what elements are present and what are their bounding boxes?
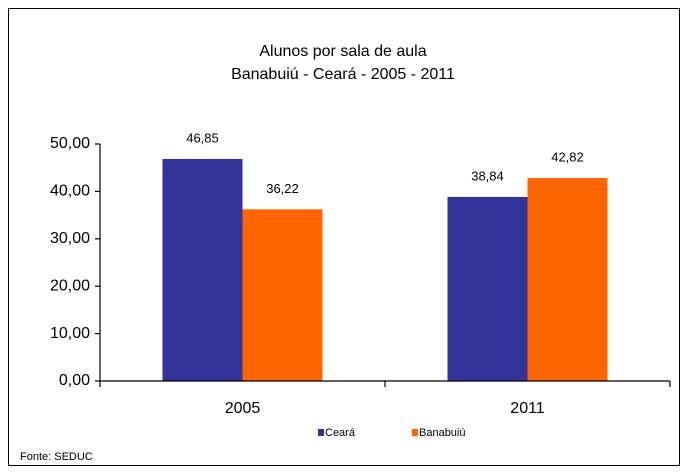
chart-subtitle: Banabuiú - Ceará - 2005 - 2011	[231, 66, 455, 83]
legend-label: Banabuiú	[419, 427, 466, 439]
y-tick-label: 10,00	[50, 325, 90, 342]
value-label: 42,82	[551, 149, 584, 164]
y-tick-label: 20,00	[50, 277, 90, 294]
x-tick-label: 2011	[510, 400, 545, 417]
x-tick-label: 2005	[225, 400, 261, 417]
chart-title: Alunos por sala de aula	[259, 43, 426, 60]
legend-swatch	[412, 429, 418, 436]
y-tick-label: 0,00	[59, 372, 90, 389]
value-label: 46,85	[186, 130, 219, 145]
source-note: Fonte: SEDUC	[20, 451, 93, 463]
y-tick-label: 50,00	[50, 135, 90, 152]
legend-swatch	[318, 429, 324, 436]
legend-label: Ceará	[325, 427, 356, 439]
value-label: 36,22	[266, 181, 299, 196]
value-label: 38,84	[471, 168, 504, 183]
bar	[527, 178, 608, 381]
y-tick-label: 30,00	[50, 230, 90, 247]
bar	[162, 158, 243, 381]
y-tick-label: 40,00	[50, 183, 90, 200]
bar	[447, 196, 528, 381]
bar	[242, 209, 323, 381]
